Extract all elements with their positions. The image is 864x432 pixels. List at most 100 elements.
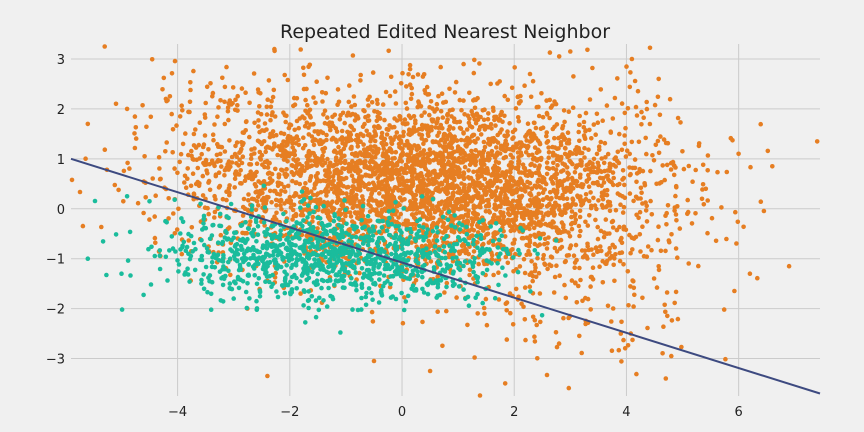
data-point (443, 185, 449, 191)
data-point (132, 131, 137, 136)
data-point (222, 121, 228, 127)
data-point (619, 147, 625, 153)
data-point (500, 119, 505, 125)
data-point (255, 203, 261, 208)
data-point (562, 136, 568, 142)
data-point (540, 114, 546, 120)
data-point (547, 189, 553, 195)
data-point (240, 279, 246, 284)
data-point (298, 279, 303, 284)
data-point (513, 106, 519, 111)
data-point (547, 223, 553, 229)
data-point (590, 265, 596, 271)
data-point (274, 289, 279, 294)
data-point (622, 133, 627, 138)
data-point (262, 205, 268, 210)
data-point (638, 185, 644, 191)
data-point (409, 240, 414, 245)
data-point (326, 177, 331, 182)
data-point (567, 234, 573, 239)
data-point (423, 90, 428, 96)
data-point (166, 196, 171, 201)
data-point (634, 113, 640, 118)
data-point (579, 163, 584, 168)
data-point (296, 125, 302, 131)
data-point (556, 341, 562, 346)
data-point (595, 224, 600, 230)
data-point (569, 209, 575, 214)
data-point (317, 259, 322, 265)
data-point (392, 155, 397, 161)
data-point (332, 226, 337, 232)
data-point (506, 220, 512, 226)
data-point (180, 243, 185, 249)
data-point (143, 195, 148, 200)
data-point (550, 181, 556, 186)
data-point (219, 258, 224, 264)
data-point (649, 212, 655, 217)
data-point (492, 212, 497, 218)
data-point (387, 266, 393, 272)
data-point (515, 210, 521, 215)
data-point (467, 235, 472, 241)
data-point (404, 138, 410, 144)
data-point (404, 170, 409, 176)
data-point (460, 148, 466, 153)
data-point (579, 248, 585, 253)
data-point (226, 268, 231, 274)
data-point (417, 153, 422, 158)
data-point (307, 236, 313, 242)
data-point (523, 150, 529, 155)
data-point (253, 207, 259, 213)
data-point (333, 278, 339, 283)
data-point (407, 66, 413, 72)
data-point (284, 167, 289, 172)
data-point (507, 121, 512, 126)
data-point (747, 271, 753, 277)
data-point (257, 149, 263, 155)
data-point (556, 227, 561, 233)
data-point (265, 373, 270, 379)
data-point (350, 53, 356, 58)
data-point (311, 95, 316, 100)
data-point (239, 256, 245, 262)
data-point (224, 197, 229, 203)
data-point (480, 123, 486, 129)
data-point (301, 65, 306, 71)
data-point (301, 135, 306, 140)
data-point (546, 166, 552, 171)
data-point (587, 159, 593, 165)
data-point (510, 175, 515, 181)
data-point (550, 166, 556, 171)
data-point (386, 127, 391, 132)
data-point (493, 123, 498, 128)
data-point (586, 247, 591, 253)
data-point (315, 191, 321, 196)
data-point (471, 195, 476, 201)
data-point (305, 266, 311, 272)
data-point (350, 219, 355, 224)
data-point (407, 62, 413, 68)
data-point (428, 172, 433, 177)
data-point (157, 266, 163, 272)
data-point (185, 272, 191, 277)
data-point (544, 246, 550, 251)
data-point (538, 157, 544, 163)
data-point (516, 247, 521, 253)
data-point (289, 163, 295, 168)
data-point (510, 198, 516, 204)
data-point (372, 280, 378, 286)
data-point (732, 288, 737, 294)
data-point (371, 358, 377, 364)
data-point (382, 117, 387, 123)
data-point (256, 124, 261, 129)
data-point (483, 192, 489, 197)
data-point (514, 199, 520, 204)
data-point (434, 204, 440, 209)
data-point (210, 161, 216, 166)
data-point (152, 253, 158, 259)
data-point (338, 113, 343, 118)
data-point (663, 376, 669, 381)
data-point (585, 47, 590, 53)
data-point (627, 84, 633, 90)
